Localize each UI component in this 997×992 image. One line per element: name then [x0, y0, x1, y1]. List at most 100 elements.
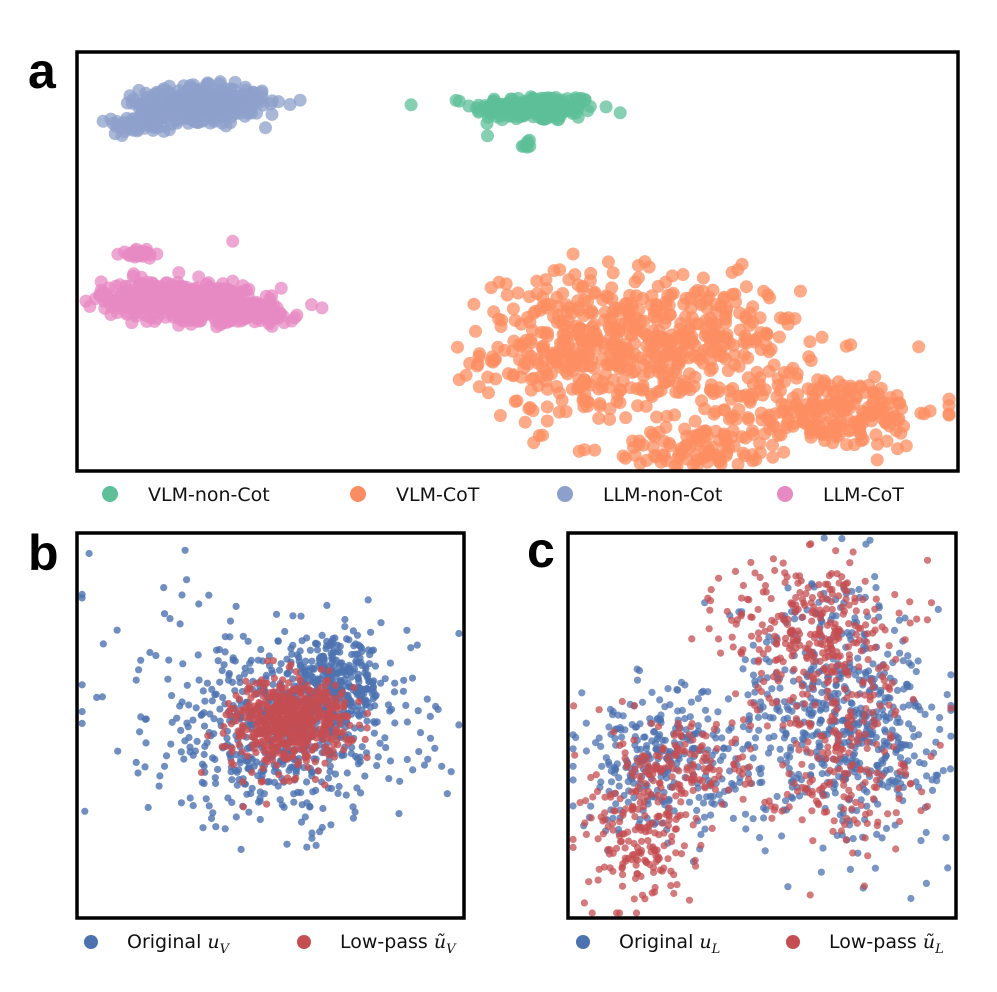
- scatter-point: [512, 338, 526, 352]
- scatter-point: [333, 702, 341, 711]
- scatter-point: [438, 762, 446, 770]
- series-a-0: [404, 90, 627, 154]
- scatter-point: [270, 674, 278, 682]
- scatter-point: [623, 327, 637, 341]
- legend-label: VLM-non-Cot: [148, 484, 270, 506]
- scatter-point: [298, 728, 307, 736]
- scatter-point: [648, 889, 656, 897]
- scatter-point: [368, 689, 376, 698]
- scatter-point: [637, 369, 651, 383]
- scatter-point: [899, 439, 913, 453]
- scatter-point: [872, 584, 880, 592]
- scatter-point: [506, 302, 520, 316]
- scatter-point: [295, 706, 303, 714]
- scatter-point: [912, 340, 926, 354]
- scatter-point: [266, 746, 274, 754]
- scatter-point: [301, 813, 309, 821]
- scatter-point: [717, 290, 731, 304]
- scatter-point: [681, 715, 689, 723]
- scatter-point: [928, 703, 936, 711]
- scatter-point: [333, 736, 341, 744]
- scatter-point: [353, 754, 361, 763]
- scatter-point: [208, 697, 216, 705]
- scatter-point: [256, 815, 264, 824]
- scatter-point: [936, 714, 944, 722]
- scatter-point: [400, 676, 408, 684]
- scatter-point: [805, 422, 818, 436]
- scatter-point: [252, 749, 260, 757]
- scatter-point: [710, 800, 718, 808]
- scatter-point: [481, 129, 494, 143]
- scatter-point: [648, 688, 656, 697]
- scatter-point: [605, 758, 613, 766]
- scatter-point: [334, 789, 342, 798]
- scatter-point: [587, 328, 600, 342]
- scatter-point: [599, 100, 613, 114]
- scatter-point: [224, 794, 232, 802]
- scatter-point: [176, 702, 184, 710]
- scatter-point: [801, 382, 815, 396]
- scatter-point: [125, 246, 139, 260]
- scatter-point: [279, 676, 287, 684]
- scatter-point: [689, 786, 697, 795]
- scatter-point: [739, 753, 747, 761]
- scatter-point: [565, 103, 579, 117]
- scatter-point: [723, 607, 731, 616]
- scatter-point: [340, 746, 348, 754]
- scatter-point: [258, 687, 266, 696]
- scatter-point: [467, 297, 481, 311]
- scatter-point: [846, 865, 855, 874]
- legend-label: VLM-CoT: [396, 484, 480, 506]
- scatter-point: [758, 778, 766, 786]
- scatter-point: [890, 389, 904, 402]
- scatter-point: [321, 781, 329, 789]
- scatter-point: [728, 348, 741, 362]
- scatter-point: [321, 759, 329, 767]
- scatter-point: [298, 801, 306, 809]
- scatter-point: [912, 668, 920, 676]
- scatter-point: [569, 835, 577, 844]
- scatter-point: [294, 761, 302, 769]
- scatter-point: [185, 701, 193, 709]
- series-a-2: [96, 75, 307, 142]
- scatter-point: [597, 742, 605, 751]
- scatter-point: [188, 93, 202, 107]
- scatter-point: [724, 695, 733, 703]
- scatter-point: [846, 632, 854, 640]
- scatter-point: [265, 94, 279, 108]
- scatter-point: [569, 843, 577, 852]
- scatter-point: [189, 716, 197, 724]
- scatter-point: [819, 844, 827, 852]
- scatter-point: [341, 735, 349, 743]
- scatter-point: [186, 794, 194, 802]
- scatter-point: [685, 896, 694, 904]
- scatter-point: [576, 393, 590, 407]
- scatter-point: [463, 356, 477, 370]
- scatter-point: [263, 657, 272, 665]
- scatter-point: [239, 803, 247, 811]
- scatter-point: [656, 696, 664, 704]
- scatter-point: [78, 590, 86, 599]
- scatter-point: [676, 811, 685, 819]
- scatter-point: [867, 676, 875, 685]
- scatter-point: [144, 803, 152, 812]
- scatter-point: [554, 360, 568, 374]
- scatter-point: [753, 436, 767, 450]
- scatter-point: [247, 667, 255, 675]
- scatter-point: [636, 823, 644, 831]
- scatter-point: [381, 734, 389, 742]
- scatter-point: [235, 695, 244, 703]
- scatter-point: [683, 766, 691, 774]
- scatter-point: [688, 414, 702, 428]
- scatter-point: [229, 656, 237, 664]
- scatter-point: [135, 666, 143, 674]
- scatter-point: [923, 404, 937, 418]
- scatter-point: [640, 798, 648, 806]
- scatter-point: [257, 778, 265, 786]
- scatter-point: [459, 368, 473, 382]
- scatter-point: [818, 770, 826, 778]
- scatter-point: [694, 695, 702, 703]
- scatter-point: [691, 856, 699, 864]
- scatter-point: [673, 881, 681, 889]
- scatter-point: [619, 411, 633, 425]
